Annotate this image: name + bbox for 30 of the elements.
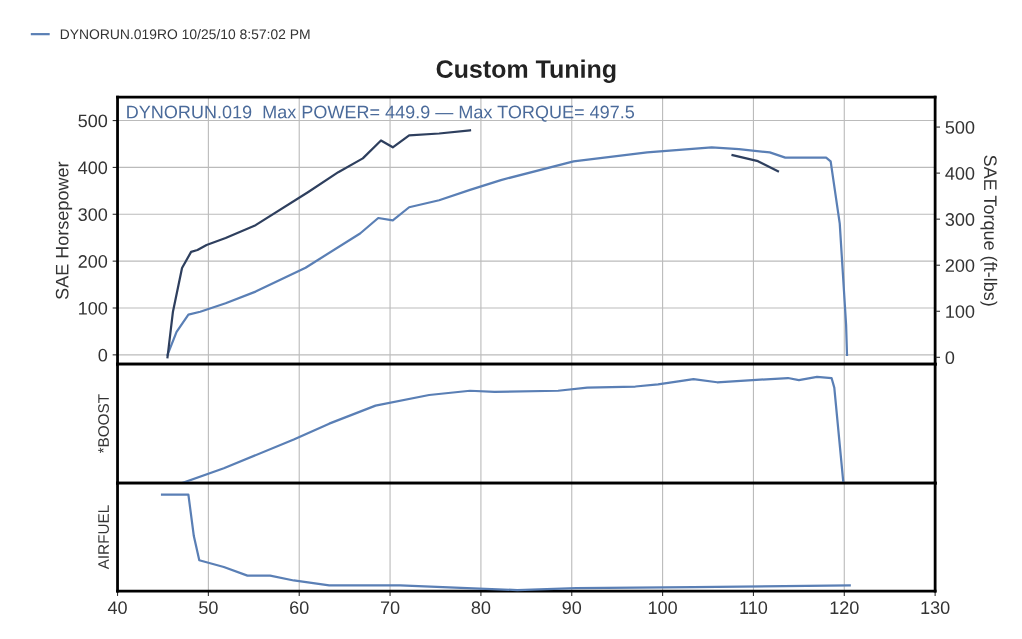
- y-axis-title: AIRFUEL: [98, 505, 109, 570]
- y-axis-title: SAE Horsepower: [55, 161, 73, 300]
- y-tick-label: 100: [79, 301, 108, 315]
- y-tick-label: 500: [78, 114, 108, 128]
- x-tick-label: 90: [562, 601, 582, 615]
- x-tick-label: 50: [199, 601, 218, 615]
- x-tick-label: 120: [830, 601, 859, 615]
- legend-label: DYNORUN.019RO 10/25/10 8:57:02 PM: [60, 28, 310, 40]
- chart-title: Custom Tuning: [436, 59, 616, 83]
- annotation: DYNORUN.019 Max POWER= 449.9 — Max TORQUE= 497.5: [127, 105, 635, 122]
- x-tick-label: 100: [648, 601, 677, 615]
- y-axis-title: *BOOST: [98, 394, 109, 454]
- y-tick-label: 400: [78, 161, 108, 175]
- y2-tick-label: 300: [945, 213, 975, 226]
- x-tick-label: 40: [107, 601, 127, 615]
- x-tick-label: 70: [380, 601, 400, 615]
- x-tick-label: 60: [290, 601, 309, 615]
- y2-tick-label: 500: [945, 121, 975, 134]
- y-tick-label: 0: [98, 348, 108, 362]
- x-tick-label: 130: [921, 601, 950, 615]
- y2-tick-label: 0: [945, 351, 955, 365]
- y-tick-label: 300: [78, 208, 108, 221]
- y2-tick-label: 400: [945, 167, 975, 180]
- y2-tick-label: 200: [945, 259, 975, 272]
- y2-tick-label: 100: [946, 305, 975, 318]
- y-tick-label: 200: [78, 255, 108, 268]
- x-tick-label: 110: [740, 601, 768, 615]
- x-tick-label: 80: [471, 601, 491, 615]
- y2-axis-title: SAE Torque (ft-lbs): [980, 155, 998, 306]
- line-series: [166, 146, 849, 356]
